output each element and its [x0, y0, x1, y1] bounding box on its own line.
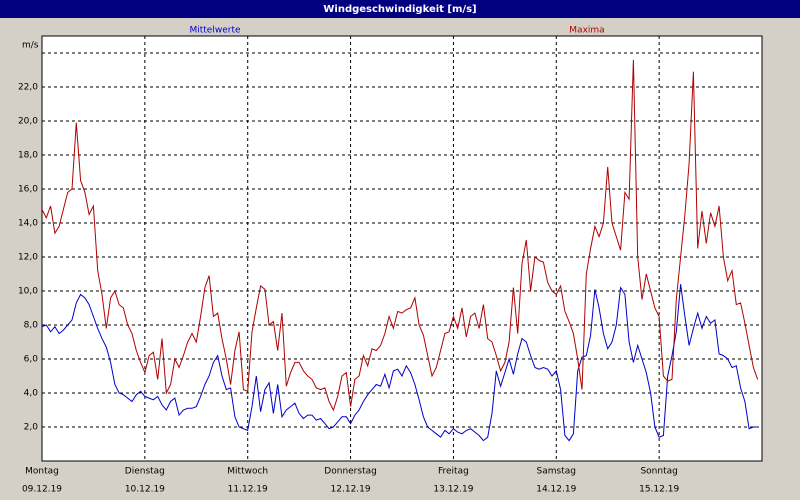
y-tick-label: 8,0 [24, 321, 39, 331]
x-tick-label: Mittwoch [227, 467, 268, 477]
x-tick-date: 13.12.19 [433, 485, 473, 495]
y-tick-label: 18,0 [18, 151, 38, 161]
y-tick-label: 10,0 [18, 287, 38, 297]
x-tick-date: 09.12.19 [22, 485, 62, 495]
legend-label: Maxima [569, 26, 604, 36]
data-line [41, 59, 759, 412]
title-bar [0, 0, 800, 18]
y-tick-label: 14,0 [18, 219, 38, 229]
y-tick-label: 22,0 [18, 83, 38, 93]
x-tick-date: 15.12.19 [639, 485, 679, 495]
x-tick-label: Freitag [438, 467, 469, 477]
x-tick-date: 14.12.19 [536, 485, 576, 495]
y-tick-label: 4,0 [24, 389, 39, 399]
x-tick-date: 11.12.19 [228, 485, 268, 495]
plot-area [41, 35, 763, 462]
chart-title: Windgeschwindigkeit [m/s] [323, 4, 476, 15]
y-tick-label: 6,0 [24, 355, 39, 365]
data-line [41, 284, 758, 442]
x-tick-label: Donnerstag [324, 467, 377, 477]
y-tick-label: 12,0 [18, 253, 38, 263]
x-tick-date: 12.12.19 [331, 485, 371, 495]
y-tick-label: 16,0 [18, 185, 38, 195]
legend-label: Mittelwerte [189, 26, 240, 36]
y-unit: m/s [22, 41, 39, 51]
x-tick-label: Montag [25, 467, 59, 477]
x-tick-label: Samstag [537, 467, 576, 477]
y-tick-label: 20,0 [18, 117, 38, 127]
x-tick-label: Sonntag [640, 467, 677, 477]
x-tick-date: 10.12.19 [125, 485, 165, 495]
x-tick-label: Dienstag [125, 467, 165, 477]
y-tick-label: 2,0 [24, 423, 39, 433]
